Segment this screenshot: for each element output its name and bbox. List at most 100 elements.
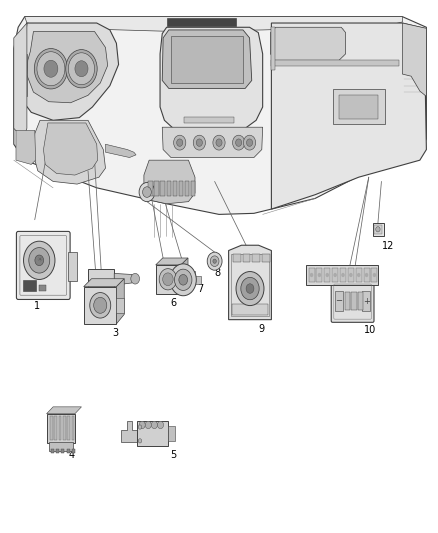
Polygon shape [144,160,195,204]
Bar [332,90,385,124]
Circle shape [213,259,216,263]
Circle shape [196,139,202,147]
Bar [308,268,314,282]
Polygon shape [117,279,124,324]
Bar [345,292,350,310]
Circle shape [145,421,151,429]
Text: 7: 7 [198,284,204,294]
Circle shape [29,247,50,273]
Circle shape [159,269,177,290]
Circle shape [174,269,192,290]
Circle shape [213,135,225,150]
Text: 10: 10 [364,325,377,335]
Bar [316,268,322,282]
Polygon shape [106,144,136,158]
Text: 4: 4 [68,450,74,460]
Polygon shape [272,27,275,70]
Bar [68,252,77,281]
Polygon shape [46,407,81,414]
Bar [160,181,165,196]
Text: 11: 11 [361,289,374,299]
Bar [88,269,114,289]
Circle shape [75,61,88,77]
Circle shape [94,297,107,313]
Polygon shape [33,120,106,184]
Text: 12: 12 [382,241,395,251]
Bar [335,291,343,311]
Polygon shape [403,23,426,96]
Bar [252,254,260,262]
Circle shape [90,293,111,318]
Bar [243,254,251,262]
Circle shape [68,53,95,85]
Bar [173,181,177,196]
Polygon shape [14,23,119,120]
Text: +: + [363,296,370,305]
Bar [271,60,399,66]
Polygon shape [43,123,98,175]
Bar [324,268,330,282]
Circle shape [139,182,155,201]
Circle shape [325,273,329,277]
Circle shape [34,49,67,89]
Polygon shape [14,17,426,214]
Circle shape [236,271,264,305]
Polygon shape [84,279,124,287]
Circle shape [241,277,259,300]
Polygon shape [84,287,117,324]
Circle shape [44,60,58,77]
Bar [364,268,370,282]
Circle shape [349,273,353,277]
Circle shape [207,252,222,270]
Polygon shape [121,421,137,442]
Bar [332,268,338,282]
Bar [171,36,243,83]
Bar [61,449,64,453]
Polygon shape [27,31,108,103]
Circle shape [138,439,142,443]
Bar [148,181,152,196]
Bar [356,268,362,282]
Circle shape [244,135,256,150]
Circle shape [310,273,313,277]
FancyBboxPatch shape [16,231,70,300]
Circle shape [333,273,337,277]
Bar [39,285,46,291]
Polygon shape [155,258,188,265]
Circle shape [365,273,368,277]
Circle shape [35,255,44,265]
Polygon shape [16,131,35,165]
Bar [371,268,378,282]
Circle shape [247,139,253,147]
Circle shape [376,227,380,232]
Circle shape [37,52,65,86]
Circle shape [193,135,205,150]
Bar [191,181,195,196]
Bar [179,181,183,196]
Polygon shape [229,245,272,320]
Polygon shape [162,30,252,88]
Bar [166,181,171,196]
Bar [72,449,75,453]
Bar [59,416,61,440]
Text: 8: 8 [214,268,220,278]
Text: 5: 5 [170,450,177,460]
Text: ☀: ☀ [36,257,42,263]
Bar [184,117,234,123]
Circle shape [236,139,242,147]
Bar [50,416,53,440]
Text: 9: 9 [258,324,265,334]
Bar [67,416,70,440]
Polygon shape [181,258,188,294]
Bar [373,223,384,236]
Text: 1: 1 [34,301,40,311]
Circle shape [177,139,183,147]
Polygon shape [160,27,263,128]
Polygon shape [271,27,346,60]
Text: 3: 3 [112,328,118,337]
Bar [348,268,354,282]
Bar [166,276,172,284]
Circle shape [66,50,97,88]
Bar [306,265,378,285]
Bar [339,95,378,119]
